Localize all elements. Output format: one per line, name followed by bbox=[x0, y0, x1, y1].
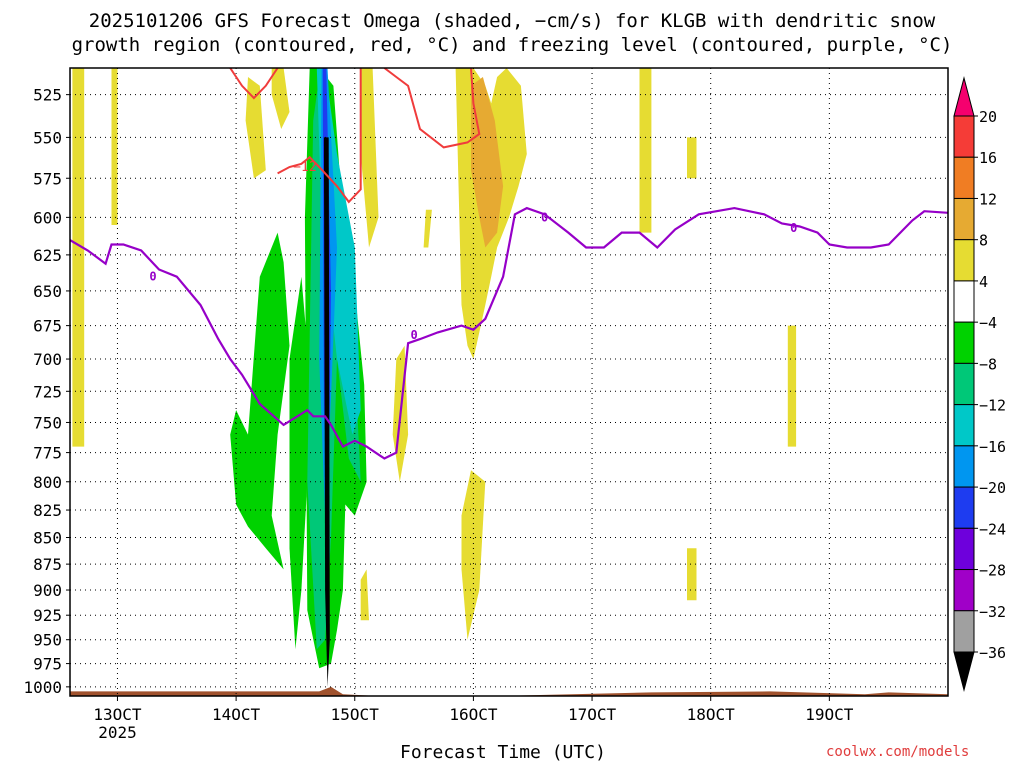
omega-region-18 bbox=[461, 470, 486, 640]
colorbar-box-6 bbox=[953, 321, 975, 364]
colorbar-box-7 bbox=[953, 362, 975, 406]
colorbar-box-3 bbox=[953, 197, 975, 241]
omega-region-12 bbox=[323, 137, 330, 687]
omega-shading bbox=[70, 68, 948, 696]
x-tick-label-0: 13OCT bbox=[93, 705, 142, 724]
chart-title-line2: growth region (contoured, red, °C) and f… bbox=[71, 34, 953, 56]
y-tick-label-12: 825 bbox=[33, 501, 62, 520]
colorbar-label-6: −8 bbox=[979, 355, 997, 373]
freezing-level-label-2: 0 bbox=[541, 210, 548, 224]
colorbar-box-13 bbox=[953, 610, 975, 653]
dgz-contour-label: −12 bbox=[293, 160, 316, 175]
omega-region-20 bbox=[639, 68, 652, 233]
y-tick-label-13: 850 bbox=[33, 528, 62, 547]
colorbar-label-4: 4 bbox=[979, 273, 988, 291]
colorbar-box-1 bbox=[953, 115, 975, 158]
colorbar-label-1: 16 bbox=[979, 149, 997, 167]
y-tick-label-4: 625 bbox=[33, 246, 62, 265]
colorbar-label-8: −16 bbox=[979, 438, 1006, 456]
omega-region-2 bbox=[245, 77, 266, 179]
omega-region-22 bbox=[687, 548, 697, 601]
y-tick-label-3: 600 bbox=[33, 208, 62, 227]
freezing-level-label-0: 0 bbox=[149, 270, 156, 284]
y-tick-label-14: 875 bbox=[33, 555, 62, 574]
omega-region-19 bbox=[471, 77, 504, 248]
x-year-label: 2025 bbox=[98, 723, 137, 740]
colorbar-label-9: −20 bbox=[979, 479, 1006, 497]
colorbar-label-12: −32 bbox=[979, 603, 1006, 621]
y-tick-label-11: 800 bbox=[33, 473, 62, 492]
colorbar-box-5 bbox=[953, 280, 975, 323]
dgz-contour-0 bbox=[229, 68, 279, 100]
colorbar-top-arrow bbox=[953, 76, 975, 117]
freezing-level-label-3: 0 bbox=[790, 221, 797, 235]
colorbar: 20 16 12 8 4 −4 −8 −12 −16 −20 −24 −28 −32 −36 bbox=[953, 76, 1006, 692]
omega-region-4 bbox=[230, 232, 290, 570]
colorbar-label-0: 20 bbox=[979, 108, 997, 126]
x-tick-label-5: 18OCT bbox=[687, 705, 736, 724]
x-axis: 13OCT 14OCT 15OCT 16OCT 17OCT 18OCT 19OCT 2025 bbox=[93, 696, 854, 740]
plot-frame bbox=[69, 67, 949, 697]
colorbar-box-4 bbox=[953, 239, 975, 282]
dgz-contour-2 bbox=[383, 68, 481, 149]
colorbar-label-3: 8 bbox=[979, 232, 988, 250]
y-axis: 525 550 575 600 625 650 675 700 725 750 775 800 825 8… bbox=[23, 86, 70, 697]
omega-region-13 bbox=[360, 68, 379, 248]
colorbar-box-10 bbox=[953, 486, 975, 529]
y-tick-label-9: 750 bbox=[33, 413, 62, 432]
colorbar-label-2: 12 bbox=[979, 190, 997, 208]
omega-region-0 bbox=[72, 68, 85, 447]
x-axis-label: Forecast Time (UTC) bbox=[400, 742, 606, 763]
y-tick-label-2: 575 bbox=[33, 169, 62, 188]
y-tick-label-16: 925 bbox=[33, 606, 62, 625]
dgz-contour-1 bbox=[277, 68, 362, 204]
omega-region-1 bbox=[111, 68, 118, 225]
colorbar-box-11 bbox=[953, 527, 975, 571]
x-tick-label-3: 16OCT bbox=[449, 705, 498, 724]
colorbar-label-11: −28 bbox=[979, 562, 1006, 580]
x-tick-label-2: 15OCT bbox=[331, 705, 380, 724]
contour-lines: −12 0 0 0 0 bbox=[70, 68, 948, 460]
colorbar-box-2 bbox=[953, 156, 975, 199]
y-tick-label-7: 700 bbox=[33, 350, 62, 369]
y-tick-label-19: 1000 bbox=[23, 678, 62, 697]
y-tick-label-10: 775 bbox=[33, 444, 62, 463]
omega-region-21 bbox=[687, 137, 697, 179]
colorbar-box-12 bbox=[953, 569, 975, 612]
freezing-level-label-1: 0 bbox=[410, 328, 417, 342]
surface-terrain bbox=[70, 686, 948, 696]
omega-region-15 bbox=[360, 569, 369, 621]
omega-region-23 bbox=[787, 325, 797, 447]
freezing-level-line bbox=[70, 206, 948, 460]
y-tick-label-6: 675 bbox=[33, 317, 62, 336]
colorbar-box-8 bbox=[953, 404, 975, 447]
omega-region-16 bbox=[423, 209, 432, 248]
colorbar-label-10: −24 bbox=[979, 520, 1006, 538]
x-tick-label-6: 19OCT bbox=[805, 705, 854, 724]
y-tick-label-5: 650 bbox=[33, 282, 62, 301]
x-tick-label-4: 17OCT bbox=[568, 705, 617, 724]
y-tick-label-17: 950 bbox=[33, 631, 62, 650]
colorbar-label-5: −4 bbox=[979, 314, 997, 332]
y-tick-label-8: 725 bbox=[33, 382, 62, 401]
colorbar-label-7: −12 bbox=[979, 397, 1006, 415]
chart-canvas: −12 0 0 0 0 525 550 575 600 625 650 675 700 725 750 77… bbox=[23, 67, 1006, 740]
y-tick-label-1: 550 bbox=[33, 128, 62, 147]
omega-region-3 bbox=[271, 68, 290, 129]
colorbar-bottom-arrow bbox=[953, 651, 975, 692]
y-tick-label-18: 975 bbox=[33, 655, 62, 674]
x-tick-label-1: 14OCT bbox=[212, 705, 261, 724]
chart-title-line1: 2025101206 GFS Forecast Omega (shaded, −… bbox=[88, 10, 936, 32]
colorbar-box-9 bbox=[953, 445, 975, 488]
colorbar-label-13: −36 bbox=[979, 644, 1006, 662]
omega-region-5 bbox=[289, 276, 308, 650]
credit-link[interactable]: coolwx.com/models bbox=[826, 744, 970, 760]
y-tick-label-15: 900 bbox=[33, 581, 62, 600]
y-tick-label-0: 525 bbox=[33, 86, 62, 105]
